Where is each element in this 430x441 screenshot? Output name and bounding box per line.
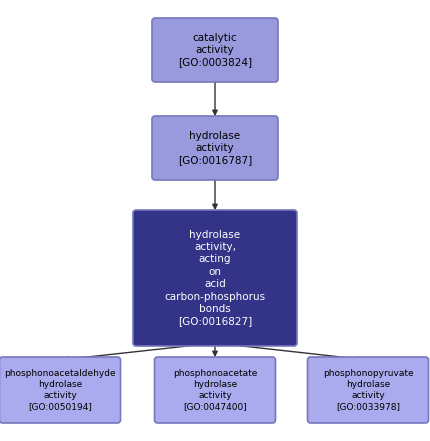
Text: hydrolase
activity
[GO:0016787]: hydrolase activity [GO:0016787]: [178, 131, 252, 165]
FancyBboxPatch shape: [133, 210, 297, 346]
FancyBboxPatch shape: [154, 357, 276, 423]
Text: phosphonoacetate
hydrolase
activity
[GO:0047400]: phosphonoacetate hydrolase activity [GO:…: [173, 369, 257, 411]
Text: phosphonopyruvate
hydrolase
activity
[GO:0033978]: phosphonopyruvate hydrolase activity [GO…: [322, 369, 413, 411]
FancyBboxPatch shape: [152, 116, 278, 180]
Text: catalytic
activity
[GO:0003824]: catalytic activity [GO:0003824]: [178, 33, 252, 67]
FancyBboxPatch shape: [307, 357, 429, 423]
Text: hydrolase
activity,
acting
on
acid
carbon-phosphorus
bonds
[GO:0016827]: hydrolase activity, acting on acid carbo…: [164, 230, 266, 326]
Text: phosphonoacetaldehyde
hydrolase
activity
[GO:0050194]: phosphonoacetaldehyde hydrolase activity…: [4, 369, 116, 411]
FancyBboxPatch shape: [152, 18, 278, 82]
FancyBboxPatch shape: [0, 357, 120, 423]
